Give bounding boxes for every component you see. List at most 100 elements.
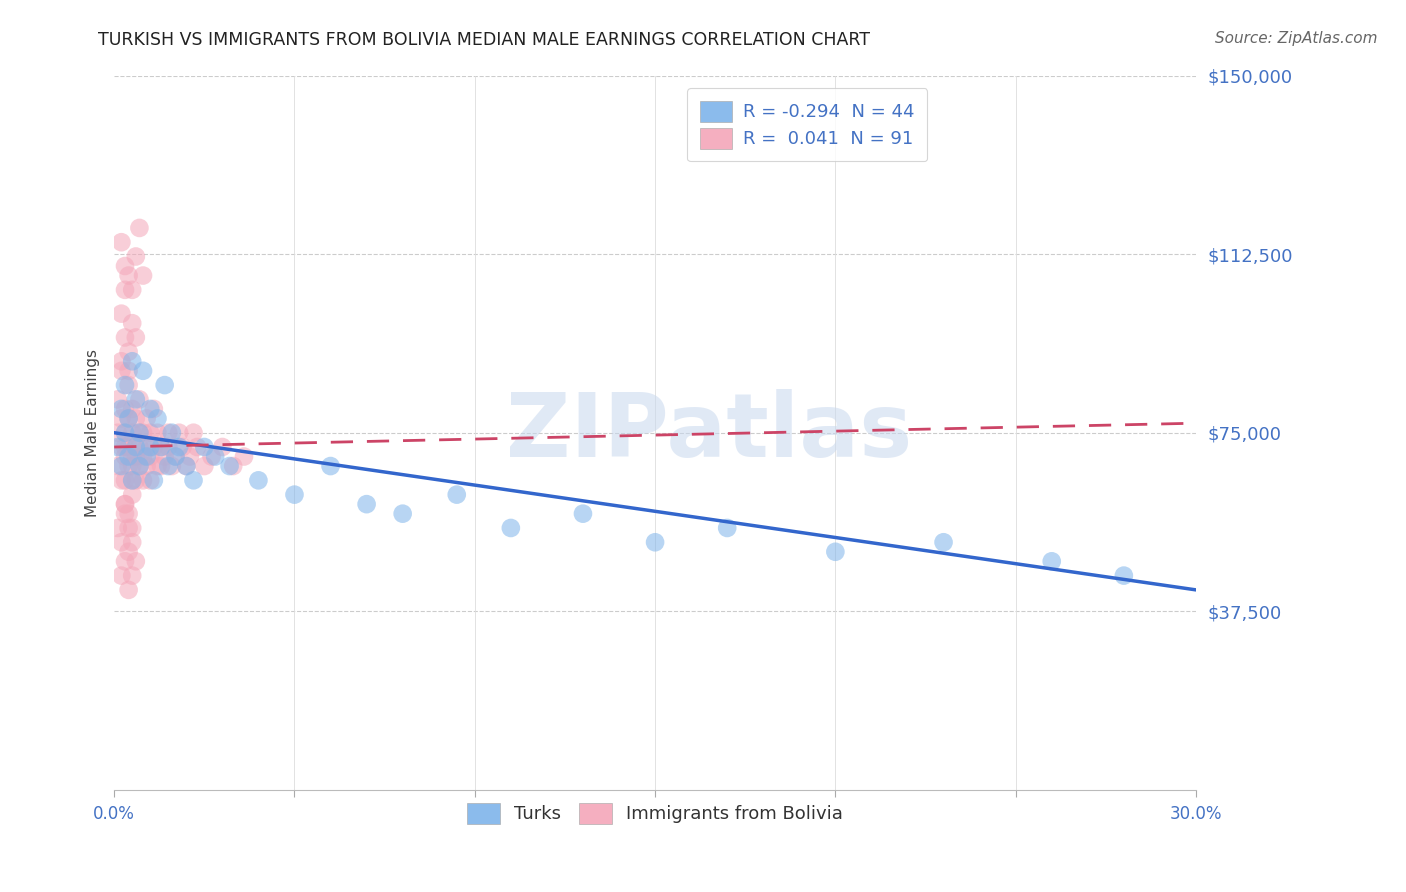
Point bbox=[114, 450, 136, 464]
Point bbox=[142, 401, 165, 416]
Point bbox=[132, 474, 155, 488]
Point bbox=[117, 411, 139, 425]
Point bbox=[222, 458, 245, 473]
Point bbox=[110, 568, 132, 582]
Point bbox=[117, 268, 139, 283]
Point bbox=[160, 458, 183, 473]
Point bbox=[121, 316, 143, 330]
Point bbox=[121, 458, 143, 473]
Point bbox=[165, 450, 187, 464]
Point bbox=[110, 235, 132, 250]
Point bbox=[117, 364, 139, 378]
Point bbox=[200, 450, 222, 464]
Point bbox=[121, 474, 143, 488]
Point bbox=[176, 458, 198, 473]
Point bbox=[150, 440, 173, 454]
Point bbox=[121, 568, 143, 582]
Point bbox=[114, 401, 136, 416]
Point bbox=[135, 450, 157, 464]
Point bbox=[183, 425, 205, 440]
Point bbox=[157, 458, 180, 473]
Point bbox=[146, 425, 169, 440]
Point bbox=[117, 450, 139, 464]
Point bbox=[153, 378, 176, 392]
Point bbox=[117, 378, 139, 392]
Point bbox=[135, 458, 157, 473]
Point bbox=[135, 411, 157, 425]
Point bbox=[125, 554, 148, 568]
Y-axis label: Median Male Earnings: Median Male Earnings bbox=[86, 349, 100, 516]
Point bbox=[139, 401, 162, 416]
Point bbox=[125, 330, 148, 344]
Point bbox=[139, 474, 162, 488]
Point bbox=[139, 425, 162, 440]
Point bbox=[114, 497, 136, 511]
Point bbox=[446, 488, 468, 502]
Point bbox=[153, 450, 176, 464]
Point bbox=[128, 392, 150, 407]
Point bbox=[132, 450, 155, 464]
Point bbox=[121, 354, 143, 368]
Point bbox=[160, 425, 183, 440]
Point bbox=[107, 521, 129, 535]
Point bbox=[183, 474, 205, 488]
Point bbox=[150, 458, 173, 473]
Point bbox=[125, 250, 148, 264]
Point bbox=[110, 535, 132, 549]
Point bbox=[125, 440, 148, 454]
Point bbox=[128, 221, 150, 235]
Point bbox=[110, 458, 132, 473]
Point bbox=[125, 474, 148, 488]
Point bbox=[117, 521, 139, 535]
Point bbox=[121, 450, 143, 464]
Point bbox=[114, 425, 136, 440]
Point bbox=[128, 458, 150, 473]
Point bbox=[114, 283, 136, 297]
Point bbox=[110, 354, 132, 368]
Point bbox=[117, 344, 139, 359]
Point bbox=[824, 545, 846, 559]
Point bbox=[193, 458, 215, 473]
Point bbox=[114, 497, 136, 511]
Point bbox=[121, 401, 143, 416]
Text: TURKISH VS IMMIGRANTS FROM BOLIVIA MEDIAN MALE EARNINGS CORRELATION CHART: TURKISH VS IMMIGRANTS FROM BOLIVIA MEDIA… bbox=[98, 31, 870, 49]
Point bbox=[114, 474, 136, 488]
Point bbox=[186, 440, 208, 454]
Point bbox=[176, 458, 198, 473]
Point bbox=[139, 450, 162, 464]
Point bbox=[110, 401, 132, 416]
Point bbox=[125, 450, 148, 464]
Point bbox=[128, 425, 150, 440]
Point bbox=[150, 440, 173, 454]
Point bbox=[110, 440, 132, 454]
Point bbox=[142, 440, 165, 454]
Point bbox=[117, 545, 139, 559]
Point bbox=[167, 440, 190, 454]
Point bbox=[114, 425, 136, 440]
Point bbox=[132, 268, 155, 283]
Point bbox=[193, 440, 215, 454]
Point bbox=[114, 440, 136, 454]
Point bbox=[139, 440, 162, 454]
Point bbox=[157, 425, 180, 440]
Point bbox=[165, 450, 187, 464]
Point bbox=[114, 259, 136, 273]
Point bbox=[132, 425, 155, 440]
Point bbox=[110, 411, 132, 425]
Point bbox=[117, 582, 139, 597]
Point bbox=[135, 440, 157, 454]
Point bbox=[1040, 554, 1063, 568]
Point bbox=[283, 488, 305, 502]
Point bbox=[218, 458, 240, 473]
Point bbox=[110, 307, 132, 321]
Point bbox=[204, 450, 226, 464]
Point bbox=[107, 425, 129, 440]
Point bbox=[121, 283, 143, 297]
Point bbox=[132, 364, 155, 378]
Text: ZIPatlas: ZIPatlas bbox=[506, 389, 912, 476]
Point bbox=[121, 474, 143, 488]
Point bbox=[319, 458, 342, 473]
Point bbox=[121, 521, 143, 535]
Point bbox=[644, 535, 666, 549]
Point bbox=[125, 411, 148, 425]
